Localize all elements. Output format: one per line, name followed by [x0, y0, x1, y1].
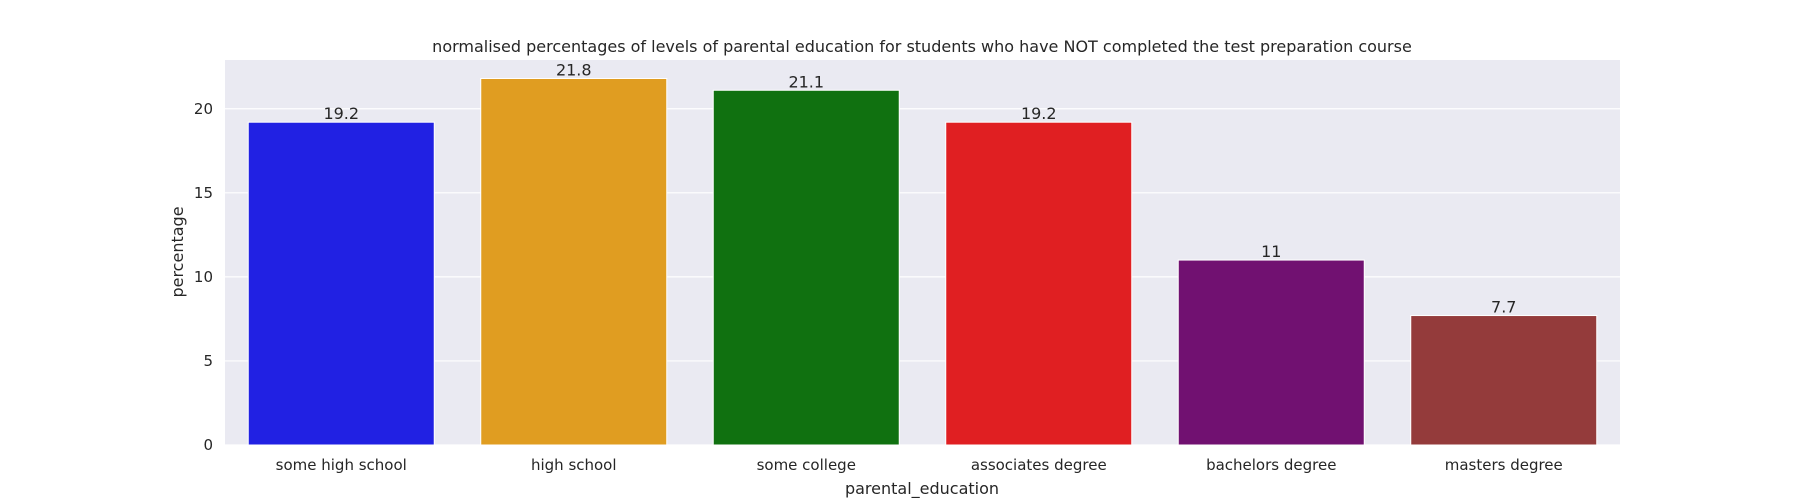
x-tick-label: masters degree — [1445, 456, 1563, 474]
y-tick-label: 0 — [203, 436, 213, 454]
bar-value-label: 21.8 — [556, 60, 592, 79]
y-tick-label: 5 — [203, 352, 213, 370]
y-tick-label: 15 — [194, 184, 213, 202]
x-tick-label: some high school — [276, 456, 407, 474]
bar-value-label: 7.7 — [1491, 298, 1516, 317]
x-tick-label: associates degree — [971, 456, 1107, 474]
bars — [247, 77, 1598, 446]
y-axis-label: percentage — [168, 206, 187, 297]
bar — [1177, 259, 1365, 446]
bar — [247, 121, 435, 446]
x-tick-label: high school — [531, 456, 617, 474]
y-tick-label: 10 — [194, 268, 213, 286]
bar-value-label: 21.1 — [788, 72, 824, 91]
bar-value-label: 19.2 — [323, 104, 359, 123]
y-tick-label: 20 — [194, 100, 213, 118]
chart-title: normalised percentages of levels of pare… — [432, 37, 1412, 56]
x-tick-labels: some high school high school some college a… — [276, 456, 1563, 474]
data-labels: 19.2 21.8 21.1 19.2 11 7.7 — [323, 60, 1516, 316]
bar — [945, 121, 1133, 446]
bar-value-label: 11 — [1261, 242, 1281, 261]
bar-value-label: 19.2 — [1021, 104, 1057, 123]
y-tick-labels: 0 5 10 15 20 — [194, 100, 213, 454]
bar — [712, 89, 900, 446]
bar — [1410, 315, 1598, 446]
x-tick-label: bachelors degree — [1206, 456, 1336, 474]
plot-area — [225, 60, 1620, 445]
x-tick-label: some college — [757, 456, 856, 474]
bar — [480, 77, 668, 446]
gridlines — [225, 108, 1620, 446]
x-axis-label: parental_education — [845, 479, 999, 499]
